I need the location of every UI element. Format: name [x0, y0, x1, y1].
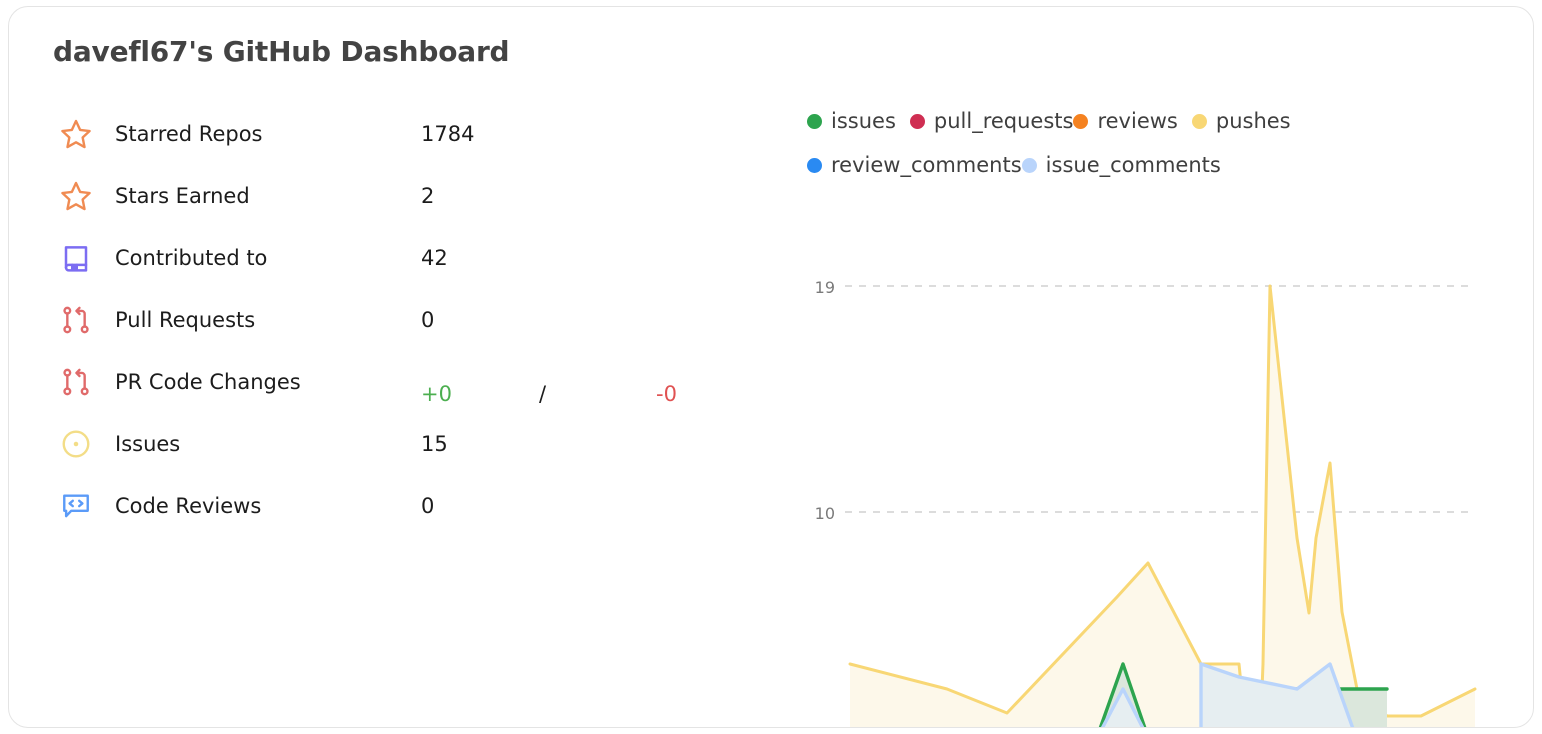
- pull-request-icon: [53, 297, 99, 343]
- chart-svg: [845, 284, 1477, 727]
- legend-label: review_comments: [831, 153, 1022, 177]
- stat-label: Starred Repos: [115, 122, 263, 146]
- stat-label: Code Reviews: [115, 494, 262, 518]
- legend-item-review-comments[interactable]: review_comments: [807, 153, 1022, 177]
- stat-row-starred-repos: Starred Repos 1784: [53, 103, 753, 165]
- legend-item-issues[interactable]: issues: [807, 109, 910, 133]
- legend-item-reviews[interactable]: reviews: [1073, 109, 1191, 133]
- issue-icon: [53, 421, 99, 467]
- star-icon: [53, 173, 99, 219]
- series-line-issue-comments: [1100, 662, 1355, 727]
- stat-row-code-reviews: Code Reviews 0: [53, 475, 753, 537]
- stat-row-stars-earned: Stars Earned 2: [53, 165, 753, 227]
- repo-icon: [53, 235, 99, 281]
- legend-label: issue_comments: [1045, 153, 1221, 177]
- stat-row-pr-code-changes: PR Code Changes +0 / -0: [53, 351, 753, 413]
- dashboard-card: davefl67's GitHub Dashboard Starred Repo…: [8, 6, 1534, 728]
- legend-dot-issue-comments: [1021, 157, 1037, 173]
- legend-dot-pull-requests: [909, 113, 925, 129]
- star-icon: [53, 111, 99, 157]
- additions-count: +0: [421, 382, 452, 406]
- page-title: davefl67's GitHub Dashboard: [53, 35, 510, 68]
- stat-value: 0: [421, 308, 435, 332]
- stat-label: Stars Earned: [115, 184, 250, 208]
- stat-label: PR Code Changes: [115, 370, 301, 394]
- activity-chart: issues pull_requests reviews pushes: [797, 99, 1497, 727]
- legend-dot-review-comments: [807, 157, 822, 173]
- legend-label: issues: [831, 109, 896, 133]
- y-tick-10: 10: [814, 504, 835, 523]
- stat-label: Pull Requests: [115, 308, 256, 332]
- legend-item-pull-requests[interactable]: pull_requests: [909, 109, 1074, 133]
- stat-label: Issues: [115, 432, 181, 456]
- changes-separator: /: [539, 382, 547, 406]
- y-tick-19: 19: [814, 278, 835, 297]
- legend-item-issue-comments[interactable]: issue_comments: [1021, 153, 1235, 177]
- series-area-issue-comments: [1102, 664, 1353, 727]
- legend-dot-reviews: [1073, 113, 1089, 129]
- series-line-pushes: [848, 284, 1477, 727]
- stat-value: 15: [421, 432, 448, 456]
- stat-value: 0: [421, 494, 435, 518]
- deletions-count: -0: [656, 382, 677, 406]
- stats-list: Starred Repos 1784 Stars Earned 2 Contri…: [53, 103, 753, 537]
- legend-row-1: issues pull_requests reviews pushes: [807, 99, 1497, 143]
- stat-row-pull-requests: Pull Requests 0: [53, 289, 753, 351]
- series-area-pushes: [850, 286, 1475, 727]
- chart-plot-area: 19 10 0 2023 2024 2025: [797, 185, 1497, 727]
- legend-row-2: review_comments issue_comments: [807, 143, 1497, 187]
- code-review-icon: [53, 483, 99, 529]
- stat-value: 42: [421, 246, 448, 270]
- stat-value: 1784: [421, 122, 475, 146]
- chart-legend: issues pull_requests reviews pushes: [807, 99, 1497, 187]
- pull-request-icon: [53, 359, 99, 405]
- stat-label: Contributed to: [115, 246, 268, 270]
- legend-label: reviews: [1097, 109, 1178, 133]
- stat-row-contributed-to: Contributed to 42: [53, 227, 753, 289]
- legend-label: pull_requests: [933, 109, 1074, 133]
- legend-item-pushes[interactable]: pushes: [1191, 109, 1305, 133]
- legend-dot-pushes: [1191, 113, 1207, 129]
- stat-value: 2: [421, 184, 435, 208]
- legend-dot-issues: [807, 113, 822, 129]
- stat-row-issues: Issues 15: [53, 413, 753, 475]
- legend-label: pushes: [1215, 109, 1291, 133]
